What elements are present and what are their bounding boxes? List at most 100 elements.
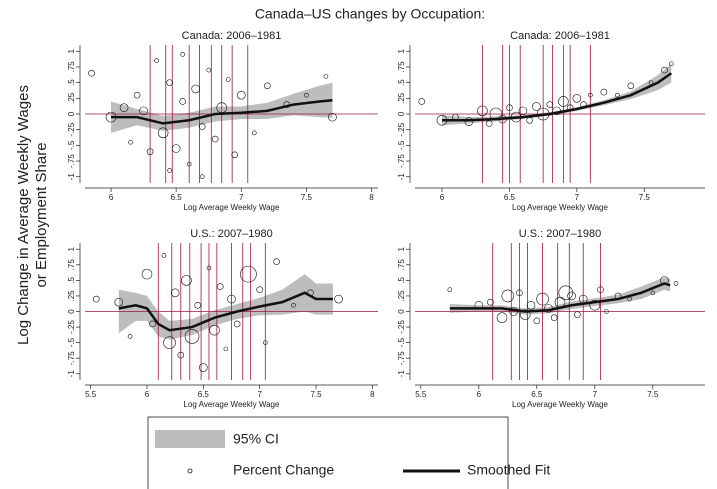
point [589,299,601,311]
x-tick-label: 6.5 [504,193,516,202]
point [199,174,205,180]
x-tick-label: 8 [369,193,374,202]
point [550,314,558,322]
point [179,98,186,105]
smoothed-fit [441,72,672,122]
point [487,298,494,306]
point [533,317,541,325]
y-tick-label: -1 [67,370,76,378]
x-tick-label: 5.5 [415,390,427,399]
y-tick-label: 1 [397,246,406,251]
point [127,334,133,339]
point [600,88,608,96]
y-tick-label: -1 [397,370,406,378]
y-tick-label: 0 [397,309,406,314]
point [146,148,154,155]
point [225,77,231,82]
x-tick-label: 6 [109,193,114,202]
point [233,320,241,328]
point [170,288,180,298]
y-tick-label: .5 [67,276,76,283]
x-tick-label: 7 [575,193,580,202]
legend-label: Percent Change [233,462,334,478]
legend-box [147,416,509,489]
point [206,67,212,73]
smoothed-fit [449,282,671,313]
x-tick-label: 7 [593,390,598,399]
point [668,61,674,67]
point [184,329,200,344]
y-tick-label: -.5 [67,140,76,150]
x-tick-label: 7.5 [639,193,651,202]
point [211,135,219,143]
point [464,117,474,126]
point [166,79,173,86]
panel-title: Canada: 2006–1981 [182,30,282,42]
legend-swatch [187,468,193,474]
point [516,289,523,297]
point [88,69,95,77]
point [141,268,153,280]
point [231,151,239,159]
point [291,302,296,308]
point [191,84,200,94]
point [572,94,582,103]
y-tick-label: -.25 [67,320,76,334]
point [114,297,124,307]
x-tick-label: 6.5 [171,193,183,202]
point [256,286,263,294]
y-axis-label: or Employment Share [33,142,50,287]
point [139,106,148,116]
y-tick-label: -.75 [397,351,406,365]
panel-title: U.S.: 2007–1980 [519,228,602,240]
x-tick-label: 7 [239,193,244,202]
y-tick-label: -.75 [67,351,76,365]
point [501,289,515,303]
point [119,103,129,113]
smoothed-fit [118,291,333,332]
point [216,283,224,290]
y-tick-label: .5 [67,79,76,86]
point [171,144,181,153]
point [154,58,159,63]
point [673,281,679,286]
y-tick-label: -1 [67,173,76,181]
point [418,98,426,105]
y-tick-label: 0 [67,111,76,116]
point [92,295,100,303]
point [334,294,343,304]
point [240,265,257,283]
point [661,66,668,74]
point [536,292,549,306]
point [477,105,488,117]
y-tick-label: 1 [397,48,406,53]
legend-swatch [155,430,225,448]
y-tick-label: .5 [397,276,406,283]
y-tick-label: -.5 [397,337,406,347]
point [263,340,268,345]
point [128,139,133,145]
ci-band [118,274,333,340]
y-tick-label: 1 [67,246,76,251]
point [227,294,236,304]
point [177,351,185,359]
y-tick-label: -.75 [67,154,76,168]
x-tick-label: 6.5 [198,390,210,399]
point [149,320,156,328]
y-axis-label: Log Change in Average Weekly Wages [15,85,32,345]
y-tick-label: -.75 [397,154,406,168]
y-tick-label: .25 [67,290,76,302]
smoothed-fit [111,98,333,125]
x-tick-label: 7.5 [310,390,322,399]
point [223,346,229,352]
x-tick-label: 5.5 [85,390,97,399]
x-tick-label: 8 [370,390,375,399]
point [604,309,609,314]
x-axis-label: Log Average Weekly Wage [184,400,280,409]
panel-title: Canada: 2006–1981 [510,30,610,42]
legend-label: Smoothed Fit [467,462,550,478]
point [558,96,569,107]
y-tick-label: .25 [67,92,76,104]
point [546,101,554,108]
point [558,285,574,301]
